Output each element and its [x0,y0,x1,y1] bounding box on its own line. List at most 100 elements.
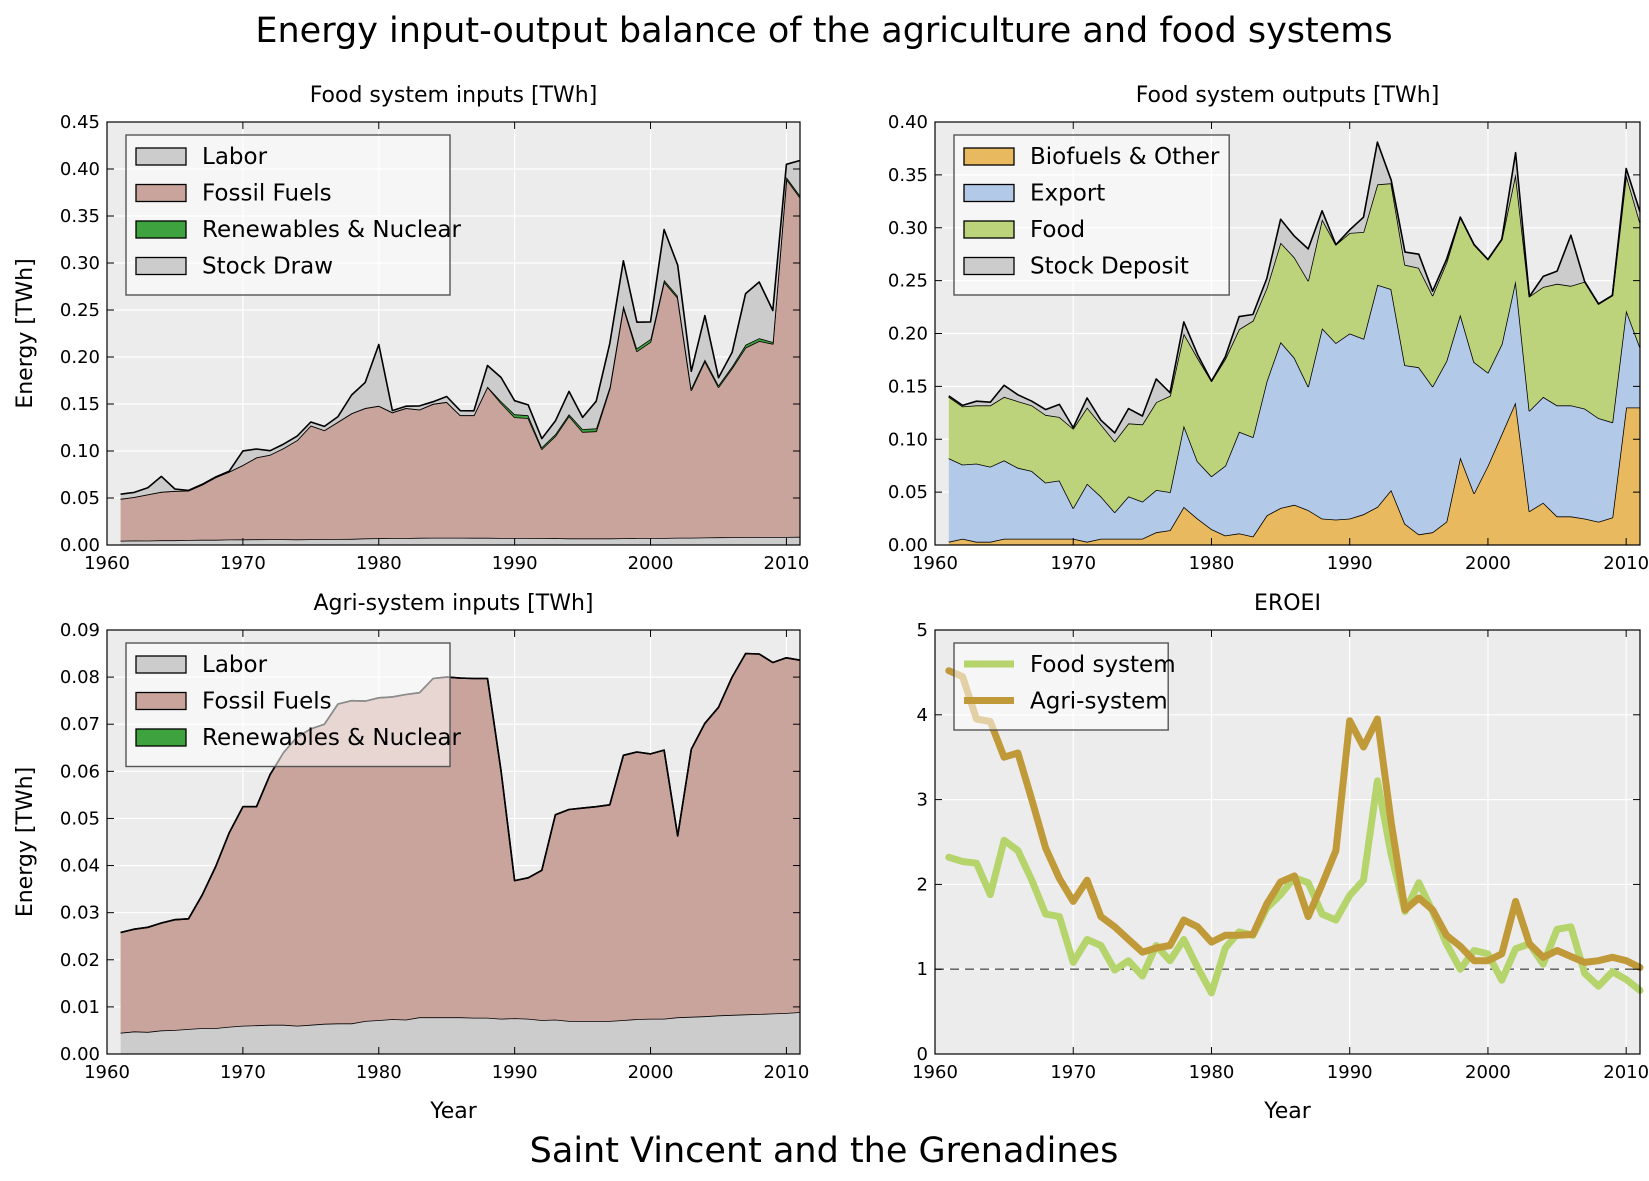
tick-label-x: 1990 [1327,1062,1373,1083]
tick-label-y: 0.35 [60,206,100,227]
figure-footer: Saint Vincent and the Grenadines [530,1131,1119,1171]
tick-label-x: 1980 [356,1062,402,1083]
tick-label-y: 0.05 [60,488,100,509]
chart-2: 1960 1970 1980 1990 2000 2010 0.00 0.01 0.02 0.03… [13,591,809,1124]
tick-label-y: 2 [917,874,928,895]
tick-label-x: 1970 [220,1062,266,1083]
legend-label: Renewables & Nuclear [202,217,461,243]
tick-label-x: 1970 [1050,553,1096,574]
plot-frame [934,629,1641,1055]
chart-title: Agri-system inputs [TWh] [314,591,594,616]
tick-label-y: 5 [917,620,928,641]
tick-label-x: 1960 [912,553,958,574]
legend-label: Fossil Fuels [202,689,332,715]
legend-label: Food system [1030,652,1176,678]
tick-label-x: 2010 [1603,1062,1649,1083]
line-agri-system [945,667,1644,971]
x-axis-label: Year [1263,1099,1312,1124]
legend-swatch [135,691,187,711]
legend-label: Stock Deposit [1030,254,1189,280]
legend-swatch [963,220,1015,239]
tick-label-y: 1 [917,959,928,980]
tick-label-x: 1960 [84,553,130,574]
tick-label-y: 0.08 [60,667,100,688]
tick-label-x: 1990 [492,553,538,574]
tick-label-x: 2000 [1465,553,1511,574]
tick-label-x: 2000 [628,553,674,574]
tick-label-x: 2000 [628,1062,674,1083]
tick-label-x: 2010 [764,1062,810,1083]
legend-swatch [135,147,187,166]
tick-label-y: 0.04 [60,856,100,877]
plot-frame [106,121,801,546]
tick-label-x: 2010 [764,553,810,574]
tick-label-y: 0.06 [60,761,100,782]
legend-label: Export [1030,181,1105,207]
tick-label-y: 0.40 [888,112,928,133]
tick-label-y: 0.25 [60,300,100,321]
x-axis-label: Year [429,1099,478,1124]
legend-label: Labor [202,652,268,678]
tick-label-y: 0.01 [60,997,100,1018]
tick-label-y: 0.45 [60,112,100,133]
chart-title: Food system outputs [TWh] [1136,83,1440,108]
tick-label-y: 0.02 [60,950,100,971]
tick-label-y: 0.10 [888,429,928,450]
tick-label-x: 1960 [912,1062,958,1083]
legend-label: Labor [202,144,268,170]
tick-label-y: 0.10 [60,441,100,462]
legend: Labor Fossil Fuels Renewables & Nuclear [125,642,461,768]
legend-label: Renewables & Nuclear [202,725,461,751]
tick-label-y: 0.05 [60,808,100,829]
tick-label-x: 1990 [1327,553,1373,574]
chart-title: EROEI [1254,591,1321,616]
area-food [948,173,1640,513]
tick-label-x: 1990 [492,1062,538,1083]
legend-label: Stock Draw [202,254,333,280]
legend-swatch [135,183,187,203]
area-edge [948,141,1641,434]
chart-panels: 1960 1970 1980 1990 2000 2010 0.00 0.05 0.10 0.15… [13,83,1649,1124]
tick-label-y: 0.00 [888,535,928,556]
tick-label-y: 0.05 [888,482,928,503]
legend: Labor Fossil Fuels Renewables & Nuclear Sto… [125,134,461,296]
tick-label-y: 0.35 [888,165,928,186]
area-edge [120,652,801,934]
tick-label-y: 0.00 [60,535,100,556]
area-export [948,280,1640,542]
chart-0: 1960 1970 1980 1990 2000 2010 0.00 0.05 0.10 0.15… [13,83,809,574]
tick-label-y: 4 [917,705,928,726]
legend: Biofuels & Other Export Food Stock Deposit [953,134,1230,296]
legend-swatch [963,256,1015,276]
figure-title: Energy input-output balance of the agric… [255,11,1392,51]
tick-label-y: 0.20 [888,324,928,345]
legend-label: Food [1030,217,1085,243]
tick-label-x: 1980 [356,553,402,574]
tick-label-y: 3 [917,790,928,811]
tick-label-y: 0.15 [888,376,928,397]
tick-label-y: 0.00 [60,1044,100,1065]
y-axis-label: Energy [TWh] [13,767,38,917]
legend-swatch [963,147,1015,166]
tick-label-y: 0.30 [60,253,100,274]
legend-swatch [135,728,187,747]
legend-label: Agri-system [1030,689,1168,715]
legend-swatch [963,183,1015,203]
tick-label-x: 1980 [1189,1062,1235,1083]
plot-frame [106,629,801,1055]
tick-label-y: 0.15 [60,394,100,415]
legend-label: Biofuels & Other [1030,144,1220,170]
legend-swatch [135,220,187,239]
legend-label: Fossil Fuels [202,181,332,207]
tick-label-x: 2000 [1465,1062,1511,1083]
chart-3: 1960 1970 1980 1990 2000 2010 0 1 2 3 4 5 EROEI Year F… [912,591,1649,1124]
legend: Food system Agri-system [953,642,1176,731]
tick-label-y: 0.40 [60,159,100,180]
tick-label-x: 1970 [1050,1062,1096,1083]
legend-swatch [135,256,187,276]
chart-title: Food system inputs [TWh] [310,83,598,108]
tick-label-x: 1980 [1189,553,1235,574]
y-axis-label: Energy [TWh] [13,258,38,408]
area-biofuels-other [948,402,1640,545]
